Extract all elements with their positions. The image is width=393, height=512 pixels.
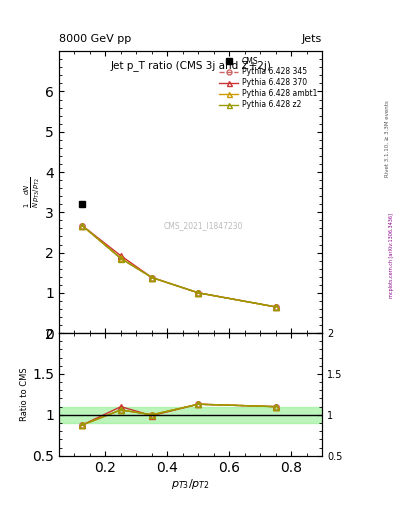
Text: Jets: Jets xyxy=(302,33,322,44)
Legend: CMS, Pythia 6.428 345, Pythia 6.428 370, Pythia 6.428 ambt1, Pythia 6.428 z2: CMS, Pythia 6.428 345, Pythia 6.428 370,… xyxy=(218,55,318,111)
Pythia 6.428 370 xyxy=(149,274,154,281)
X-axis label: $p_{T3}/p_{T2}$: $p_{T3}/p_{T2}$ xyxy=(171,477,210,492)
Line: Pythia 6.428 370: Pythia 6.428 370 xyxy=(79,223,279,310)
Pythia 6.428 345 xyxy=(149,274,154,281)
Pythia 6.428 370 xyxy=(80,223,84,229)
Pythia 6.428 ambt1 xyxy=(119,255,123,261)
Pythia 6.428 370 xyxy=(119,253,123,259)
Pythia 6.428 345 xyxy=(80,223,84,229)
Y-axis label: $\frac{1}{N}\frac{dN}{p_{T3}/p_{T2}}$: $\frac{1}{N}\frac{dN}{p_{T3}/p_{T2}}$ xyxy=(23,176,42,208)
Text: CMS_2021_I1847230: CMS_2021_I1847230 xyxy=(164,222,244,230)
Line: Pythia 6.428 z2: Pythia 6.428 z2 xyxy=(79,223,279,310)
Text: Jet p_T ratio (CMS 3j and Z+2j): Jet p_T ratio (CMS 3j and Z+2j) xyxy=(110,60,271,71)
Line: Pythia 6.428 ambt1: Pythia 6.428 ambt1 xyxy=(79,223,279,310)
Text: Rivet 3.1.10, ≥ 3.3M events: Rivet 3.1.10, ≥ 3.3M events xyxy=(385,100,389,177)
Pythia 6.428 345 xyxy=(119,255,123,262)
Pythia 6.428 345 xyxy=(274,304,278,310)
Line: Pythia 6.428 345: Pythia 6.428 345 xyxy=(79,223,279,310)
Text: mcplots.cern.ch [arXiv:1306.3436]: mcplots.cern.ch [arXiv:1306.3436] xyxy=(389,214,393,298)
Pythia 6.428 z2 xyxy=(119,255,123,262)
Pythia 6.428 345 xyxy=(196,290,201,296)
Pythia 6.428 ambt1 xyxy=(80,223,84,229)
Text: 8000 GeV pp: 8000 GeV pp xyxy=(59,33,131,44)
Pythia 6.428 z2 xyxy=(80,223,84,229)
Pythia 6.428 z2 xyxy=(196,290,201,296)
Y-axis label: Ratio to CMS: Ratio to CMS xyxy=(20,368,29,421)
Pythia 6.428 370 xyxy=(274,304,278,310)
Pythia 6.428 ambt1 xyxy=(149,274,154,281)
Pythia 6.428 z2 xyxy=(274,304,278,310)
Pythia 6.428 ambt1 xyxy=(274,304,278,310)
Bar xyxy=(59,407,322,423)
Pythia 6.428 ambt1 xyxy=(196,290,201,296)
Pythia 6.428 z2 xyxy=(149,274,154,281)
Pythia 6.428 370 xyxy=(196,290,201,296)
